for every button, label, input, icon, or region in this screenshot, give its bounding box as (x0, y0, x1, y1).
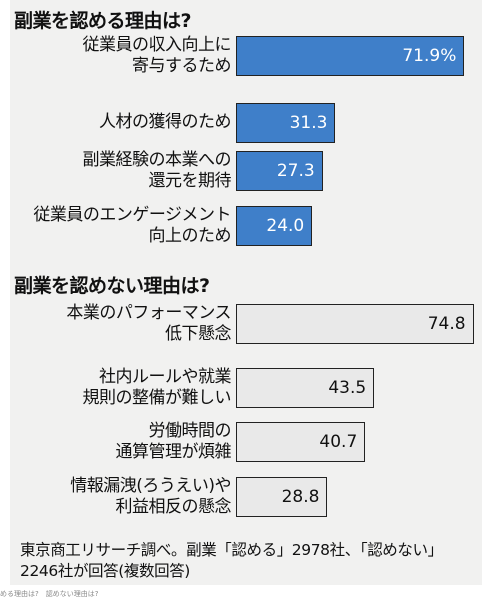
value-label: 71.9% (402, 46, 457, 66)
value-label: 28.8 (281, 487, 320, 507)
category-label: 副業経験の本業への 還元を期待 (82, 150, 232, 191)
value-label: 74.8 (427, 314, 466, 334)
bar (236, 422, 366, 462)
bar (236, 103, 336, 143)
category-label: 従業員の収入向上に 寄与するため (82, 35, 232, 76)
bar (236, 206, 313, 246)
category-label: 情報漏洩(ろうえい)や 利益相反の懸念 (70, 476, 231, 517)
source-footnote: 東京商工リサーチ調べ。副業「認める」2978社、「認めない」2246社が回答(複… (20, 541, 443, 580)
chart-title-allow: 副業を認める理由は? (14, 10, 192, 32)
category-label: 社内ルールや就業 規則の整備が難しい (82, 367, 232, 408)
bar (236, 304, 474, 344)
bar (236, 477, 328, 517)
image-caption: める理由は? 認めない理由は? (0, 590, 99, 598)
category-label: 労働時間の 通算管理が煩雑 (115, 421, 232, 462)
bar (236, 36, 465, 76)
bar (236, 151, 323, 191)
category-label: 人材の獲得のため (99, 112, 232, 132)
value-label: 24.0 (266, 216, 305, 236)
value-label: 31.3 (289, 113, 328, 133)
value-label: 27.3 (276, 161, 315, 181)
category-label: 本業のパフォーマンス 低下懸念 (66, 303, 231, 344)
value-label: 40.7 (319, 432, 358, 452)
category-label: 従業員のエンゲージメント 向上のため (33, 205, 231, 246)
chart-title-deny: 副業を認めない理由は? (14, 275, 210, 297)
bar (236, 368, 375, 408)
value-label: 43.5 (328, 378, 367, 398)
